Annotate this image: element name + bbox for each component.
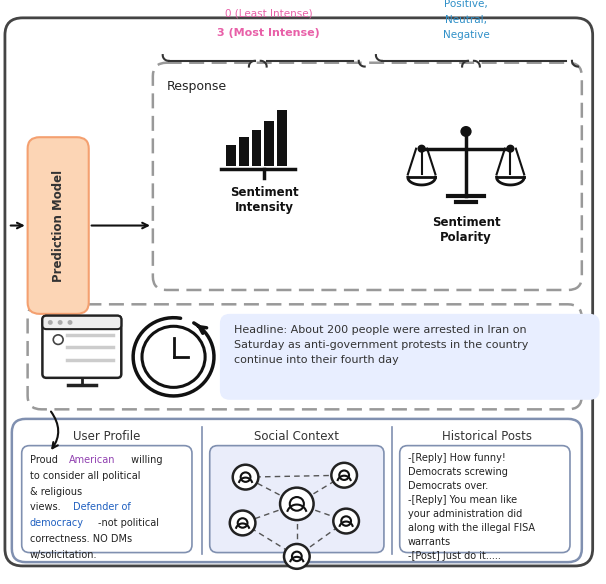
Circle shape (280, 488, 313, 520)
Circle shape (507, 145, 514, 152)
Text: Response: Response (167, 80, 227, 93)
Text: views.: views. (30, 502, 64, 512)
Text: -not political: -not political (98, 518, 159, 528)
Circle shape (238, 518, 247, 528)
FancyBboxPatch shape (42, 316, 121, 329)
FancyBboxPatch shape (220, 314, 599, 400)
Text: Prediction Model: Prediction Model (52, 169, 65, 281)
Circle shape (67, 320, 73, 325)
FancyBboxPatch shape (28, 137, 88, 314)
Circle shape (292, 552, 302, 561)
Circle shape (339, 471, 349, 480)
Text: Defender of: Defender of (73, 502, 130, 512)
Text: User Profile: User Profile (73, 430, 141, 443)
FancyBboxPatch shape (28, 304, 582, 409)
Circle shape (284, 544, 310, 569)
Circle shape (341, 516, 351, 526)
Circle shape (233, 465, 258, 489)
Bar (226, 145, 236, 166)
Text: Sentiment
Polarity: Sentiment Polarity (431, 215, 501, 244)
FancyBboxPatch shape (5, 18, 593, 566)
Text: Proud: Proud (30, 455, 61, 465)
Circle shape (290, 497, 304, 510)
Text: Positive,: Positive, (444, 0, 488, 9)
Text: Social Context: Social Context (255, 430, 339, 443)
Text: 3 (Most Intense): 3 (Most Intense) (218, 28, 320, 38)
FancyBboxPatch shape (210, 446, 384, 552)
Circle shape (461, 127, 471, 136)
FancyBboxPatch shape (22, 446, 192, 552)
Text: American: American (69, 455, 116, 465)
Text: willing: willing (128, 455, 162, 465)
Circle shape (418, 145, 425, 152)
Text: Headline: About 200 people were arrested in Iran on
Saturday as anti-government : Headline: About 200 people were arrested… (234, 325, 528, 365)
Text: w/solicitation.: w/solicitation. (30, 550, 97, 559)
FancyBboxPatch shape (42, 316, 121, 378)
Text: & religious: & religious (30, 486, 82, 496)
Text: Historical Posts: Historical Posts (442, 430, 532, 443)
Text: democracy: democracy (30, 518, 84, 528)
Circle shape (241, 472, 250, 482)
Text: to consider all political: to consider all political (30, 471, 140, 481)
Bar (264, 121, 275, 166)
Text: Neutral,: Neutral, (445, 15, 487, 25)
Text: correctness. NO DMs: correctness. NO DMs (30, 534, 132, 544)
Bar (239, 137, 248, 166)
Text: -[Reply] How funny!
Democrats screwing
Democrats over.
-[Reply] You mean like
yo: -[Reply] How funny! Democrats screwing D… (408, 453, 534, 561)
Text: Negative: Negative (442, 30, 490, 40)
Text: 0 (Least Intense): 0 (Least Intense) (225, 9, 313, 19)
Text: Sentiment
Intensity: Sentiment Intensity (230, 186, 299, 214)
Circle shape (48, 320, 53, 325)
FancyBboxPatch shape (12, 419, 582, 562)
Bar (251, 130, 261, 166)
Circle shape (331, 463, 357, 488)
Circle shape (333, 509, 359, 533)
FancyBboxPatch shape (153, 62, 582, 290)
Circle shape (58, 320, 62, 325)
Circle shape (142, 326, 205, 387)
FancyBboxPatch shape (400, 446, 570, 552)
Bar (277, 110, 287, 166)
Circle shape (230, 510, 255, 536)
